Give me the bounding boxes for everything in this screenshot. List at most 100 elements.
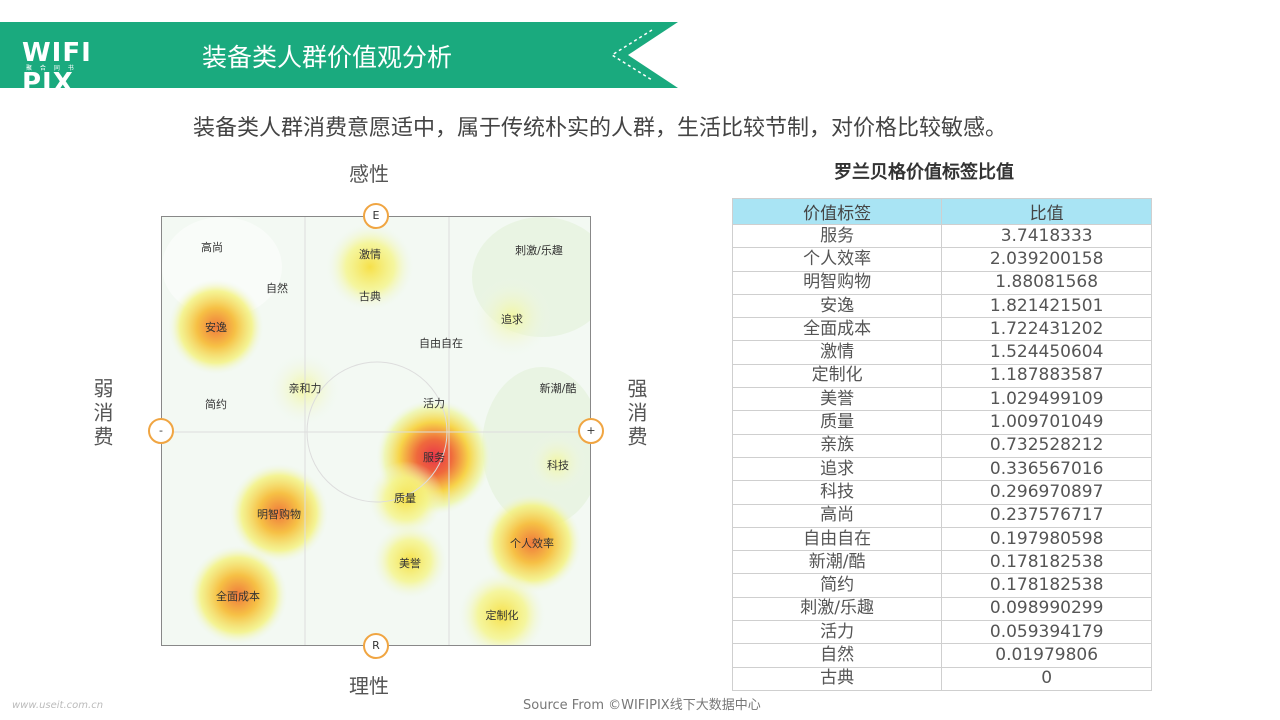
- cell-ratio: 0.178182538: [941, 573, 1152, 598]
- table-row: 科技 0.296970897: [731, 480, 1152, 505]
- table-title: 罗兰贝格价值标签比值: [834, 162, 1014, 183]
- table-row: 全面成本 1.722431202: [731, 317, 1152, 342]
- table-row: 活力 0.059394179: [731, 620, 1152, 645]
- value-word-dingzhi: 定制化: [485, 609, 519, 622]
- cell-value-label: 个人效率: [731, 247, 943, 272]
- cell-ratio: 1.821421501: [941, 293, 1152, 319]
- cell-ratio: 0.059394179: [941, 620, 1152, 645]
- value-word-gudian: 古典: [359, 290, 381, 303]
- axis-right-label: 强消费: [624, 378, 648, 450]
- table-row: 美誉 1.029499109: [731, 387, 1152, 412]
- cell-value-label: 新潮/酷: [731, 550, 943, 575]
- value-word-qinhe: 亲和力: [288, 382, 322, 395]
- value-word-meiyu: 美誉: [399, 557, 421, 570]
- axis-bottom-label: 理性: [349, 674, 389, 698]
- cell-value-label: 质量: [731, 410, 943, 435]
- cell-value-label: 古典: [731, 666, 943, 691]
- cell-ratio: 0.237576717: [941, 503, 1152, 528]
- value-word-zhuiqiu: 追求: [501, 313, 523, 326]
- table-row: 简约 0.178182538: [731, 573, 1152, 598]
- table-row: 亲族 0.732528212: [731, 433, 1152, 458]
- cell-value-label: 明智购物: [731, 270, 943, 295]
- cell-ratio: 0.296970897: [941, 480, 1152, 505]
- cell-ratio: 0.732528212: [941, 433, 1152, 458]
- axis-marker-weak: -: [148, 418, 174, 444]
- table-row: 古典 0: [731, 666, 1152, 691]
- value-word-ciji: 刺激/乐趣: [515, 244, 563, 257]
- cell-value-label: 科技: [731, 480, 943, 505]
- header-banner: [0, 22, 680, 88]
- value-word-gaoshang: 高尚: [201, 241, 223, 254]
- cell-ratio: 1.009701049: [941, 410, 1152, 435]
- cell-value-label: 简约: [731, 573, 943, 598]
- axis-top-label: 感性: [349, 162, 389, 186]
- cell-value-label: 激情: [731, 340, 943, 365]
- table-row: 质量 1.009701049: [731, 410, 1152, 435]
- value-heatmap-plot: 高尚 激情 刺激/乐趣 自然 古典 安逸 追求 自由自在 亲和力 新潮/酷 简约…: [161, 216, 591, 646]
- wifipix-logo: WIFI PIX 聚 合 同 书: [12, 38, 132, 98]
- table-row: 新潮/酷 0.178182538: [731, 550, 1152, 575]
- table-row: 自由自在 0.197980598: [731, 526, 1152, 552]
- value-word-anyi: 安逸: [205, 321, 227, 334]
- watermark: www.useit.com.cn: [12, 700, 104, 711]
- axis-marker-rational: R: [363, 633, 389, 659]
- cell-ratio: 0: [941, 666, 1152, 691]
- value-word-zhiliang: 质量: [394, 492, 416, 505]
- cell-ratio: 1.722431202: [941, 317, 1152, 342]
- logo-subtext: 聚 合 同 书: [26, 65, 77, 72]
- cell-value-label: 追求: [731, 456, 943, 482]
- table-row: 高尚 0.237576717: [731, 503, 1152, 528]
- cell-ratio: 2.039200158: [941, 247, 1152, 272]
- logo-text: WIFI PIX: [22, 38, 92, 98]
- source-note: Source From ©WIFIPIX线下大数据中心: [523, 698, 761, 713]
- table-row: 个人效率 2.039200158: [731, 247, 1152, 272]
- value-word-ziyou: 自由自在: [419, 337, 463, 350]
- value-word-xinchao: 新潮/酷: [539, 382, 577, 395]
- table-header-row: 价值标签 比值: [731, 198, 1152, 225]
- table-row: 安逸 1.821421501: [731, 293, 1152, 319]
- cell-ratio: 1.524450604: [941, 340, 1152, 365]
- value-word-huoli: 活力: [423, 397, 445, 410]
- page-title: 装备类人群价值观分析: [202, 43, 453, 72]
- cell-value-label: 自由自在: [731, 526, 943, 552]
- cell-value-label: 定制化: [731, 363, 943, 389]
- value-word-fuwu: 服务: [423, 451, 445, 464]
- table-row: 定制化 1.187883587: [731, 363, 1152, 389]
- value-word-jiqing: 激情: [359, 248, 381, 261]
- cell-value-label: 美誉: [731, 387, 943, 412]
- heatmap-layer: [162, 217, 590, 645]
- value-word-mingzhi: 明智购物: [257, 508, 301, 521]
- cell-value-label: 刺激/乐趣: [731, 596, 943, 622]
- value-ratio-table: 价值标签 比值 服务 3.7418333 个人效率 2.039200158 明智购物 1.…: [731, 198, 1152, 691]
- cell-ratio: 0.178182538: [941, 550, 1152, 575]
- cell-ratio: 0.098990299: [941, 596, 1152, 622]
- cell-ratio: 0.336567016: [941, 456, 1152, 482]
- cell-value-label: 活力: [731, 620, 943, 645]
- table-row: 追求 0.336567016: [731, 456, 1152, 482]
- table-row: 刺激/乐趣 0.098990299: [731, 596, 1152, 622]
- table-row: 自然 0.01979806: [731, 643, 1152, 668]
- column-header-label: 价值标签: [731, 198, 943, 225]
- value-word-quanmian: 全面成本: [216, 590, 260, 603]
- value-word-jianyue: 简约: [205, 398, 227, 411]
- page-subtitle: 装备类人群消费意愿适中，属于传统朴实的人群，生活比较节制，对价格比较敏感。: [193, 116, 1008, 141]
- cell-value-label: 安逸: [731, 293, 943, 319]
- axis-marker-emotional: E: [363, 203, 389, 229]
- cell-value-label: 全面成本: [731, 317, 943, 342]
- value-word-ziran: 自然: [266, 282, 288, 295]
- axis-marker-strong: +: [578, 418, 604, 444]
- column-header-ratio: 比值: [941, 198, 1152, 225]
- cell-ratio: 0.01979806: [941, 643, 1152, 668]
- table-row: 激情 1.524450604: [731, 340, 1152, 365]
- cell-ratio: 0.197980598: [941, 526, 1152, 552]
- cell-ratio: 3.7418333: [941, 223, 1152, 249]
- table-row: 明智购物 1.88081568: [731, 270, 1152, 295]
- cell-value-label: 服务: [731, 223, 943, 249]
- table-row: 服务 3.7418333: [731, 223, 1152, 249]
- cell-value-label: 高尚: [731, 503, 943, 528]
- cell-ratio: 1.029499109: [941, 387, 1152, 412]
- value-word-geren: 个人效率: [510, 537, 554, 550]
- cell-ratio: 1.88081568: [941, 270, 1152, 295]
- cell-value-label: 自然: [731, 643, 943, 668]
- cell-value-label: 亲族: [731, 433, 943, 458]
